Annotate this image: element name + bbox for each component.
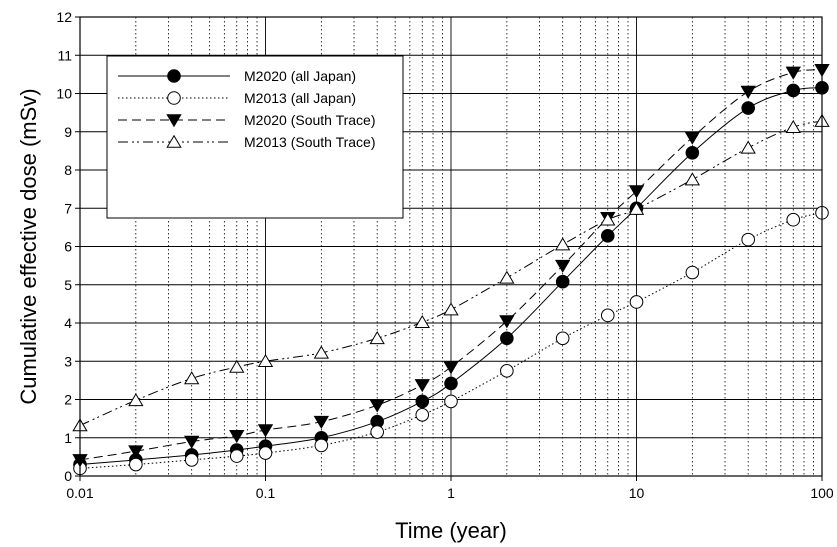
- series-2: [72, 63, 830, 468]
- y-tick-label: 1: [64, 430, 72, 446]
- x-tick-label: 0.01: [66, 485, 93, 501]
- data-point: [128, 392, 144, 407]
- y-tick-label: 0: [64, 468, 72, 484]
- legend-label: M2020 (all Japan): [244, 68, 356, 84]
- legend-marker: [167, 69, 181, 83]
- data-point: [785, 66, 801, 80]
- x-axis-ticks: 0.01 0.1 1 10 100: [66, 476, 834, 501]
- data-point: [600, 228, 615, 243]
- data-point: [314, 438, 329, 453]
- y-tick-label: 5: [64, 277, 72, 293]
- y-tick-label: 6: [64, 239, 72, 255]
- data-point: [741, 101, 755, 115]
- x-tick-label: 100: [810, 485, 834, 501]
- data-point: [684, 172, 701, 186]
- legend-marker: [167, 91, 181, 105]
- data-point: [129, 457, 143, 472]
- data-point: [555, 331, 570, 346]
- data-point: [257, 353, 274, 368]
- data-point: [443, 361, 459, 375]
- data-point: [685, 145, 700, 160]
- data-point: [600, 308, 615, 323]
- legend-box: [106, 55, 404, 219]
- legend-label: M2013 (all Japan): [244, 90, 356, 106]
- series-line: [79, 87, 823, 466]
- legend-label: M2020 (South Trace): [244, 112, 376, 128]
- y-tick-label: 11: [57, 47, 72, 63]
- data-point: [369, 399, 385, 413]
- x-tick-label: 0.1: [256, 485, 276, 501]
- legend-marker: [166, 114, 182, 128]
- data-point: [444, 394, 458, 409]
- data-point: [499, 315, 515, 329]
- y-tick-label: 12: [56, 9, 72, 25]
- legend: M2020 (all Japan) M2013 (all Japan) M2020 …: [106, 55, 404, 219]
- y-axis-title: Cumulative effective dose (mSv): [16, 88, 41, 404]
- data-point: [786, 83, 801, 98]
- data-point: [229, 430, 245, 444]
- data-point: [414, 379, 430, 393]
- data-point: [684, 131, 701, 145]
- data-point: [229, 359, 245, 373]
- data-point: [740, 140, 756, 154]
- data-point: [500, 331, 514, 346]
- series-line: [79, 69, 823, 461]
- data-point: [443, 302, 459, 316]
- series-line: [79, 120, 823, 426]
- data-point: [257, 424, 274, 438]
- x-axis-title: Time (year): [395, 518, 507, 543]
- data-point: [313, 345, 330, 359]
- y-tick-label: 10: [56, 86, 72, 102]
- data-point: [184, 435, 200, 449]
- data-point: [369, 331, 385, 345]
- data-point: [415, 394, 430, 409]
- data-point: [555, 259, 571, 273]
- data-point: [229, 449, 244, 463]
- data-point: [741, 232, 755, 247]
- data-point: [444, 376, 458, 391]
- x-tick-label: 1: [447, 485, 455, 501]
- data-point: [628, 201, 645, 215]
- data-point: [184, 453, 199, 467]
- data-point: [128, 445, 144, 459]
- data-point: [258, 446, 273, 460]
- data-point: [786, 212, 801, 227]
- data-point: [555, 274, 570, 289]
- y-tick-label: 7: [64, 200, 72, 216]
- data-point: [785, 119, 801, 133]
- data-point: [740, 85, 756, 99]
- legend-marker: [166, 134, 182, 148]
- data-point: [415, 408, 430, 422]
- data-point: [628, 185, 645, 199]
- data-point: [555, 237, 571, 251]
- data-point: [629, 295, 644, 309]
- x-tick-label: 10: [629, 485, 645, 501]
- data-point: [414, 314, 430, 329]
- y-tick-label: 2: [64, 392, 72, 408]
- y-tick-label: 8: [64, 162, 72, 178]
- y-tick-label: 4: [64, 315, 72, 331]
- y-tick-label: 3: [64, 353, 72, 369]
- data-point: [600, 212, 616, 226]
- data-point: [313, 415, 330, 429]
- y-tick-label: 9: [64, 124, 72, 140]
- series-layer: [72, 63, 830, 476]
- data-point: [499, 270, 515, 284]
- series-1: [73, 206, 829, 476]
- data-point: [685, 265, 700, 280]
- legend-label: M2013 (South Trace): [244, 134, 376, 150]
- data-point: [184, 371, 200, 385]
- data-point: [370, 425, 384, 439]
- data-point: [500, 364, 514, 378]
